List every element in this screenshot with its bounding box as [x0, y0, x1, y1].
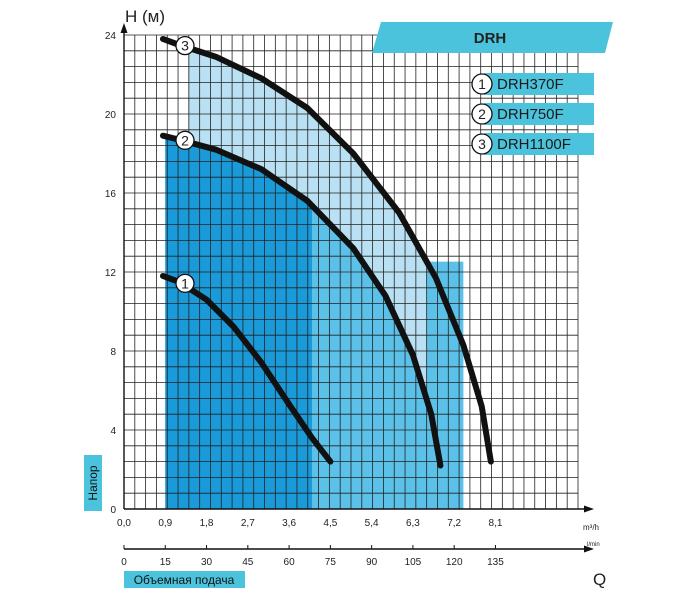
x2-tick-label: 60 — [284, 557, 296, 568]
x2-axis-arrow — [584, 545, 594, 553]
curve-marker-circle — [175, 35, 195, 56]
y-tick-label: 0 — [110, 505, 116, 516]
x-tick-label: 0,9 — [158, 518, 172, 529]
x-tick-label: 1,8 — [200, 518, 214, 529]
curve-drh1100f — [159, 35, 494, 465]
legend-swatch — [484, 133, 594, 155]
x-tick-label: 4,5 — [323, 518, 337, 529]
y-axis-title: H (м) — [125, 7, 165, 26]
curve-marker-label: 2 — [181, 132, 189, 148]
y-side-label: Напор — [84, 455, 102, 511]
x2-tick-label: 0 — [121, 557, 127, 568]
legend-item-drh370f: 1 DRH370F — [471, 73, 594, 95]
y-tick-label: 12 — [105, 268, 117, 279]
x2-tick-label: 120 — [446, 557, 463, 568]
x-secondary-unit: l/min — [587, 542, 600, 548]
legend-item-drh1100f: 3 DRH1100F — [471, 133, 594, 155]
legend-badge-label: 2 — [478, 106, 486, 122]
x-tick-label: 5,4 — [365, 518, 379, 529]
legend: 1 DRH370F 2 DRH750F 3 DRH1100F — [471, 73, 594, 155]
curve-marker-label: 1 — [181, 275, 189, 291]
x-secondary-title: Q — [593, 570, 606, 589]
chart-title: DRH — [474, 30, 507, 47]
y-tick-label: 20 — [105, 110, 117, 121]
x2-tick-label: 30 — [201, 557, 213, 568]
legend-swatch — [484, 103, 594, 125]
x2-tick-label: 45 — [242, 557, 254, 568]
x-tick-label: 8,1 — [489, 518, 503, 529]
x-tick-label: 6,3 — [406, 518, 420, 529]
y-axis-arrow — [120, 23, 128, 33]
y-tick-label: 24 — [105, 31, 117, 42]
legend-label: DRH750F — [497, 106, 564, 123]
x2-tick-label: 90 — [366, 557, 378, 568]
title-banner: DRH — [372, 22, 613, 53]
curve-drh750f — [159, 132, 444, 469]
legend-label: DRH370F — [497, 76, 564, 93]
x-tick-label: 7,2 — [447, 518, 461, 529]
legend-label: DRH1100F — [497, 136, 571, 153]
y-tick-label: 8 — [110, 347, 116, 358]
curve-marker-2: 2 — [175, 130, 195, 150]
x-tick-label: 0,0 — [117, 518, 131, 529]
curve-marker-label: 3 — [181, 38, 189, 54]
curve-marker-circle — [175, 130, 195, 150]
legend-badge — [471, 133, 493, 155]
y-tick-label: 4 — [110, 426, 116, 437]
legend-badge-label: 1 — [478, 76, 486, 92]
x-axis-title: Объемная подача — [124, 571, 245, 588]
legend-swatch — [484, 73, 594, 95]
x-tick-label: 3,6 — [282, 518, 296, 529]
curve-marker-3: 3 — [175, 35, 195, 56]
legend-badge — [471, 103, 493, 125]
legend-badge-label: 3 — [478, 136, 486, 152]
y-tick-label: 16 — [105, 189, 117, 200]
x-axis-title-text: Объемная подача — [134, 573, 235, 587]
x-axis-arrow — [584, 505, 594, 513]
curve-marker-1: 1 — [175, 273, 195, 294]
x2-tick-label: 75 — [325, 557, 337, 568]
curve-marker-circle — [175, 273, 195, 294]
grid-lines — [123, 34, 579, 510]
curve-markers: 1 2 3 — [175, 35, 195, 294]
legend-badge — [471, 73, 493, 95]
y-side-label-text: Напор — [86, 465, 100, 501]
x2-tick-label: 15 — [160, 557, 172, 568]
x-primary-unit: m³/h — [583, 523, 599, 532]
x2-tick-label: 105 — [405, 557, 422, 568]
legend-item-drh750f: 2 DRH750F — [471, 103, 594, 125]
x2-tick-label: 135 — [487, 557, 504, 568]
x-tick-label: 2,7 — [241, 518, 255, 529]
